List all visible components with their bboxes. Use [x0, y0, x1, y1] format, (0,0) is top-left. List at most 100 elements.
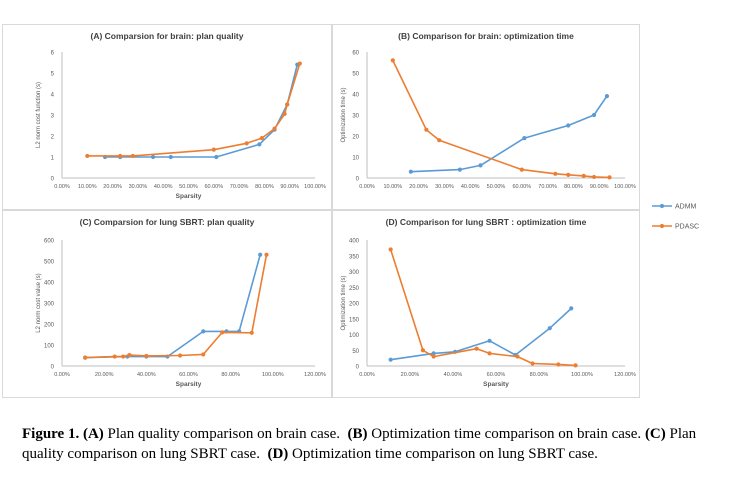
data-point-pdasc: [211, 147, 216, 152]
y-tick-label: 0: [51, 365, 55, 371]
caption-c-letter: (C): [644, 426, 666, 442]
data-point-pdasc: [390, 58, 395, 63]
data-point-pdasc: [249, 330, 254, 335]
data-point-pdasc: [556, 362, 561, 367]
x-tick-label: 80.00%: [564, 184, 583, 190]
x-tick-label: 40.00%: [137, 372, 156, 378]
data-point-pdasc: [144, 353, 149, 359]
data-point-pdasc: [581, 173, 586, 178]
x-tick-label: 20.00%: [95, 372, 114, 378]
y-tick-label: 1: [51, 156, 55, 162]
x-tick-label: 0.00%: [54, 184, 70, 190]
y-tick-label: 4: [51, 93, 55, 99]
y-tick-label: 6: [51, 51, 55, 57]
x-tick-label: 80.00%: [221, 372, 240, 378]
legend-label-pdasc: PDASC: [675, 224, 699, 231]
data-point-pdasc: [83, 355, 88, 360]
y-tick-label: 5: [51, 72, 55, 78]
data-point-pdasc: [420, 348, 425, 353]
data-point-pdasc: [259, 136, 264, 141]
y-tick-label: 600: [44, 239, 55, 245]
chart-title: (A) Comparsion for brain: plan quality: [90, 31, 243, 41]
data-point-admm: [201, 329, 206, 334]
y-tick-label: 250: [349, 286, 360, 292]
y-axis-label: Optimization time (s): [341, 87, 347, 142]
data-point-pdasc: [431, 354, 436, 359]
data-point-pdasc: [591, 174, 597, 180]
data-point-pdasc: [487, 351, 492, 356]
x-tick-label: 60.00%: [179, 372, 198, 378]
caption-d-letter: (D): [267, 446, 289, 462]
panel-border: [332, 210, 640, 398]
x-tick-label: 100.00%: [262, 372, 284, 378]
x-tick-label: 90.00%: [590, 184, 609, 190]
y-tick-label: 300: [44, 302, 55, 308]
x-tick-label: 30.00%: [129, 184, 148, 190]
y-tick-label: 0: [51, 177, 55, 183]
x-tick-label: 90.00%: [280, 184, 299, 190]
x-tick-label: 40.00%: [444, 372, 463, 378]
x-tick-label: 0.00%: [359, 184, 375, 190]
chart-panel-a: (A) Comparsion for brain: plan quality 0 1…: [2, 24, 332, 210]
data-point-pdasc: [388, 247, 393, 252]
y-tick-label: 50: [352, 349, 359, 355]
x-tick-label: 50.00%: [487, 184, 506, 190]
data-point-admm: [257, 142, 262, 147]
caption-d-text: Optimization time comparison on lung SBR…: [292, 446, 598, 462]
legend: ADMM PDASC: [652, 204, 699, 231]
y-tick-label: 3: [51, 114, 55, 120]
data-point-pdasc: [244, 141, 249, 146]
data-point-pdasc: [519, 167, 524, 172]
data-point-pdasc: [201, 352, 206, 357]
data-point-admm: [547, 326, 552, 331]
x-tick-label: 50.00%: [179, 184, 198, 190]
x-tick-label: 80.00%: [530, 372, 549, 378]
x-tick-label: 0.00%: [54, 372, 70, 378]
y-tick-label: 100: [44, 344, 55, 350]
x-tick-label: 10.00%: [383, 184, 402, 190]
caption-label: Figure 1.: [22, 426, 80, 442]
x-tick-label: 70.00%: [230, 184, 249, 190]
data-point-pdasc: [530, 361, 535, 366]
data-point-admm: [258, 252, 263, 257]
x-tick-label: 60.00%: [204, 184, 223, 190]
x-tick-label: 80.00%: [255, 184, 274, 190]
data-point-admm: [478, 163, 483, 168]
y-tick-label: 200: [44, 323, 55, 329]
x-axis-label: Sparsity: [176, 381, 202, 388]
chart-title: (D) Comparison for lung SBRT : optimizat…: [386, 217, 587, 227]
data-point-admm: [604, 94, 610, 99]
data-point-pdasc: [220, 330, 225, 335]
panel-border: [2, 24, 332, 210]
y-tick-label: 0: [356, 365, 360, 371]
data-point-pdasc: [177, 353, 183, 358]
data-point-pdasc: [85, 153, 90, 159]
data-point-admm: [457, 167, 462, 172]
data-point-admm: [408, 169, 413, 174]
x-tick-label: 30.00%: [435, 184, 454, 190]
data-point-pdasc: [474, 346, 479, 351]
data-point-pdasc: [424, 127, 429, 132]
data-point-admm: [431, 351, 436, 356]
x-axis-label: Sparsity: [483, 381, 509, 388]
x-tick-label: 20.00%: [409, 184, 428, 190]
x-tick-label: 100.00%: [614, 184, 636, 190]
y-tick-label: 200: [349, 302, 360, 308]
y-tick-label: 2: [51, 135, 55, 141]
x-tick-label: 40.00%: [461, 184, 480, 190]
figure-caption: Figure 1. (A) Plan quality comparison on…: [22, 424, 722, 464]
y-axis-label: L2 norm cost function (s): [36, 82, 42, 148]
data-point-admm: [214, 154, 219, 160]
data-point-pdasc: [437, 138, 442, 143]
legend-label-admm: ADMM: [675, 204, 697, 211]
data-point-pdasc: [566, 172, 571, 177]
x-axis-label: Sparsity: [176, 193, 202, 200]
data-point-pdasc: [272, 126, 277, 131]
caption-c-text: Plan quality comparison on lung SBRT cas…: [22, 426, 697, 462]
data-point-pdasc: [285, 102, 290, 107]
data-point-admm: [591, 112, 597, 118]
x-tick-label: 60.00%: [487, 372, 506, 378]
series-line-pdasc: [85, 254, 268, 359]
caption-a-letter: (A): [82, 426, 104, 442]
